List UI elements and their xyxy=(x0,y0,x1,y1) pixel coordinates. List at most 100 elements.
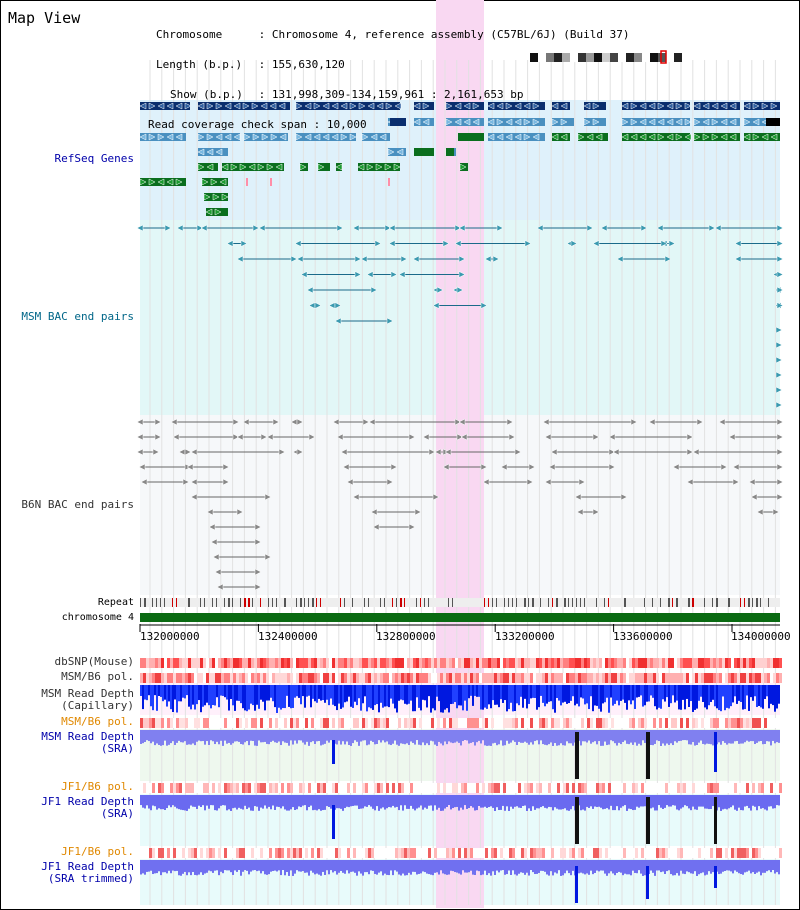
depth-bar xyxy=(228,730,230,743)
depth-bar xyxy=(438,730,440,742)
depth-bar xyxy=(362,730,364,741)
depth-bar xyxy=(592,860,594,875)
heat-cell xyxy=(224,783,227,793)
depth-bar xyxy=(412,730,414,743)
gene-exon-arrow xyxy=(657,133,665,141)
heat-cell xyxy=(155,673,158,683)
heat-cell xyxy=(554,718,557,728)
depth-bar xyxy=(324,685,326,703)
gene-exon-arrow xyxy=(514,118,522,126)
depth-bar xyxy=(334,730,336,744)
depth-bar xyxy=(310,730,312,743)
depth-bar xyxy=(284,685,286,709)
depth-bar xyxy=(410,860,412,875)
heat-cell xyxy=(206,848,209,858)
strand-arrow xyxy=(346,478,354,486)
repeat-element xyxy=(232,598,233,607)
track-label-refseq[interactable]: RefSeq Genes xyxy=(54,152,134,165)
repeat-element xyxy=(380,598,381,607)
strand-arrow xyxy=(236,433,244,441)
depth-bar xyxy=(150,795,152,811)
track-label-msm-b6-pol-2[interactable]: MSM/B6 pol. xyxy=(61,715,134,728)
depth-bar xyxy=(642,860,644,876)
depth-bar xyxy=(240,685,242,704)
track-label-dbsnp[interactable]: dbSNP(Mouse) xyxy=(54,655,134,668)
gene-exon-arrow xyxy=(514,102,522,110)
depth-bar xyxy=(720,860,722,874)
gene-exon-arrow xyxy=(630,133,638,141)
heat-cell xyxy=(695,718,698,728)
heat-cell xyxy=(710,658,713,668)
strand-arrow xyxy=(432,493,440,501)
depth-bar xyxy=(402,730,404,744)
heat-cell xyxy=(245,718,248,728)
heat-cell xyxy=(500,848,503,858)
depth-bar xyxy=(458,685,460,706)
depth-bar xyxy=(338,730,340,741)
strand-arrow xyxy=(152,448,160,456)
depth-bar xyxy=(288,795,290,811)
heat-cell xyxy=(251,658,254,668)
track-label-jf1-b6-pol-2[interactable]: JF1/B6 pol. xyxy=(61,845,134,858)
heat-cell xyxy=(236,718,239,728)
strand-arrow xyxy=(508,433,516,441)
depth-bar xyxy=(382,860,384,876)
track-label-jf1-depth-sra-1[interactable]: JF1 Read Depth xyxy=(41,795,134,808)
depth-bar xyxy=(442,795,444,811)
depth-bar xyxy=(234,685,236,711)
depth-bar xyxy=(446,730,448,745)
depth-bar xyxy=(754,860,756,874)
depth-bar xyxy=(248,685,250,710)
track-label-msm-bac[interactable]: MSM BAC end pairs xyxy=(21,310,134,323)
depth-bar xyxy=(322,860,324,872)
depth-bar xyxy=(706,860,708,875)
depth-bar xyxy=(486,860,488,876)
repeat-element xyxy=(420,598,421,607)
depth-bar xyxy=(530,685,532,699)
depth-bar xyxy=(326,730,328,741)
heat-cell xyxy=(764,673,767,683)
track-label-b6n-bac[interactable]: B6N BAC end pairs xyxy=(21,498,134,511)
depth-bar xyxy=(656,730,658,741)
track-label-msm-depth-cap-1[interactable]: MSM Read Depth xyxy=(41,687,134,700)
depth-bar xyxy=(670,685,672,704)
repeat-element xyxy=(516,598,517,607)
depth-bar xyxy=(266,685,268,701)
strand-arrow xyxy=(612,448,620,456)
track-label-repeat[interactable]: Repeat xyxy=(97,597,134,608)
ideogram-band xyxy=(634,53,642,62)
heat-cell xyxy=(752,673,755,683)
track-label-msm-b6-pol-1[interactable]: MSM/B6 pol. xyxy=(61,670,134,683)
depth-bar xyxy=(684,730,686,741)
heat-cell xyxy=(179,718,182,728)
depth-bar xyxy=(650,685,652,696)
depth-bar xyxy=(616,730,618,746)
depth-bar xyxy=(478,685,480,697)
depth-bar xyxy=(474,860,476,876)
depth-bar xyxy=(490,685,492,709)
heat-cell xyxy=(197,658,200,668)
heat-cell xyxy=(221,673,224,683)
heat-cell xyxy=(161,783,164,793)
heat-cell xyxy=(362,783,365,793)
depth-bar xyxy=(178,795,180,810)
heat-cell xyxy=(485,848,488,858)
heat-cell xyxy=(725,673,728,683)
heat-cell xyxy=(611,658,614,668)
heat-cell xyxy=(758,718,761,728)
track-label-jf1-b6-pol-1[interactable]: JF1/B6 pol. xyxy=(61,780,134,793)
gene-exon-arrow xyxy=(675,102,683,110)
gene-exon-arrow xyxy=(175,178,183,186)
gene-exon-arrow xyxy=(269,102,277,110)
heat-cell xyxy=(635,848,638,858)
track-label-msm-depth-sra-1[interactable]: MSM Read Depth xyxy=(41,730,134,743)
heat-cell xyxy=(464,783,467,793)
heat-cell xyxy=(584,658,587,668)
depth-bar xyxy=(706,795,708,809)
gene-exon-arrow xyxy=(621,118,629,126)
heat-cell xyxy=(602,718,605,728)
track-label-jf1-depth-trim-1[interactable]: JF1 Read Depth xyxy=(41,860,134,873)
heat-cell xyxy=(599,658,602,668)
depth-bar xyxy=(498,795,500,811)
